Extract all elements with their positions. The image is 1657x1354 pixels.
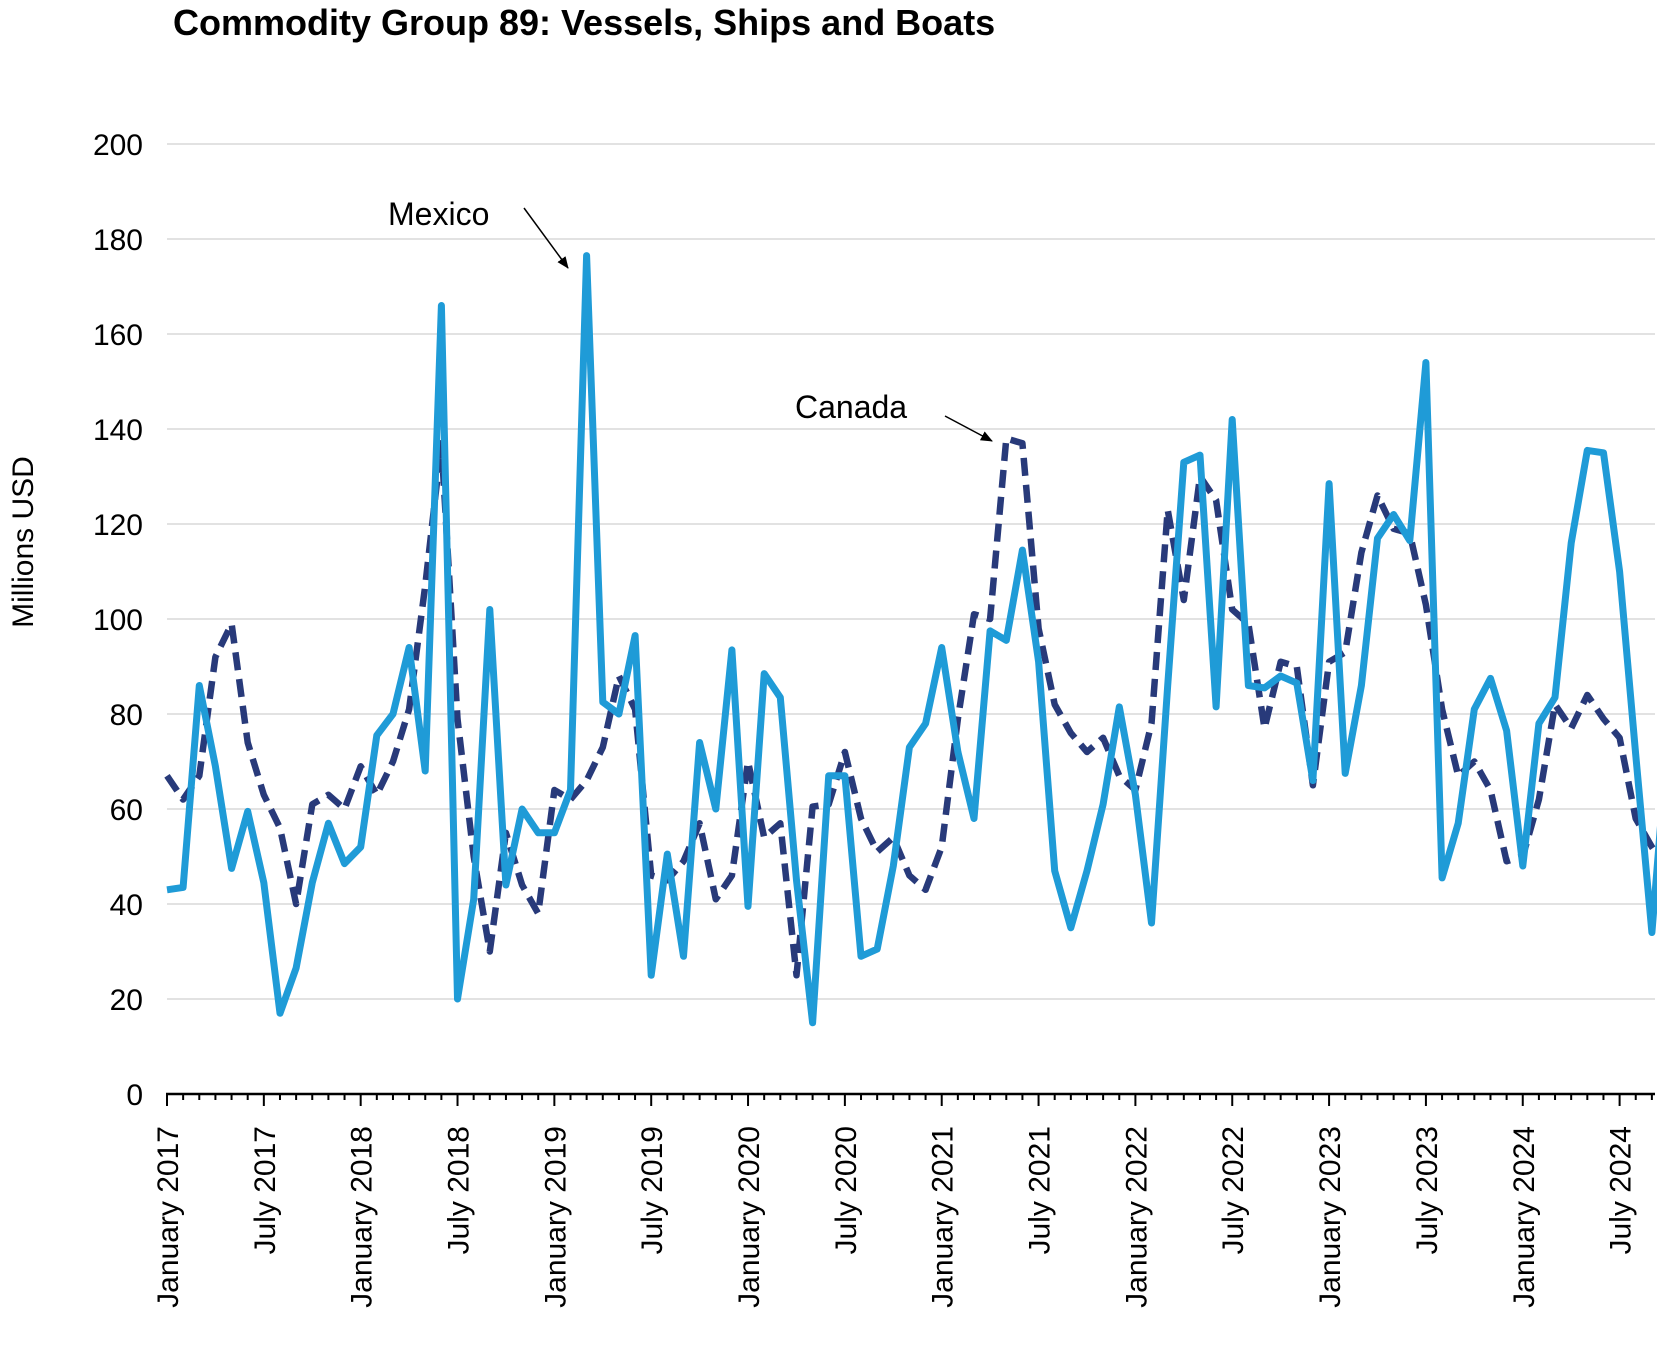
series-line-canada [164, 435, 1657, 979]
y-tick-label: 120 [93, 509, 143, 542]
x-tick-label: January 2023 [1314, 1126, 1347, 1308]
x-tick-label: July 2023 [1411, 1126, 1444, 1254]
annotation-arrow-canada [944, 415, 993, 442]
annotation-mexico: Mexico [388, 196, 489, 232]
y-tick-label: 180 [93, 224, 143, 257]
y-tick-label: 100 [93, 604, 143, 637]
x-tick-label: July 2021 [1024, 1126, 1057, 1254]
annotations: Mexico Canada [388, 196, 993, 442]
chart-title: Commodity Group 89: Vessels, Ships and B… [173, 2, 996, 43]
annotation-arrow-mexico [523, 207, 569, 269]
x-tick-label: July 2019 [636, 1126, 669, 1254]
y-axis-label: Millions USD [7, 456, 40, 628]
x-tick-label: January 2017 [152, 1126, 185, 1308]
x-tick-label: July 2022 [1217, 1126, 1250, 1254]
y-tick-label: 200 [93, 129, 143, 162]
y-tick-label: 20 [110, 984, 143, 1017]
x-tick-label: January 2020 [733, 1126, 766, 1308]
x-tick-label: July 2024 [1605, 1126, 1638, 1254]
y-tick-label: 160 [93, 319, 143, 352]
y-tick-label: 80 [110, 699, 143, 732]
x-axis: January 2017 July 2017 January 2018 July 20… [152, 1092, 1655, 1308]
x-tick-label: July 2018 [443, 1126, 476, 1254]
x-tick-label: July 2017 [249, 1126, 282, 1254]
x-tick-label: January 2024 [1508, 1126, 1541, 1308]
annotation-canada: Canada [795, 389, 907, 425]
series-line-mexico [166, 252, 1657, 1027]
x-tick-label: July 2020 [830, 1126, 863, 1254]
y-axis-ticks: 0 20 40 60 80 100 120 140 160 180 200 [93, 129, 143, 1112]
gridlines [167, 143, 1655, 1000]
y-tick-label: 60 [110, 794, 143, 827]
x-tick-label: January 2018 [346, 1126, 379, 1308]
y-tick-label: 40 [110, 889, 143, 922]
series-lines [164, 252, 1657, 1027]
x-tick-label: January 2022 [1120, 1126, 1153, 1308]
y-tick-label: 0 [126, 1079, 143, 1112]
y-tick-label: 140 [93, 414, 143, 447]
x-tick-label: January 2021 [927, 1126, 960, 1308]
x-tick-label: January 2019 [539, 1126, 572, 1308]
